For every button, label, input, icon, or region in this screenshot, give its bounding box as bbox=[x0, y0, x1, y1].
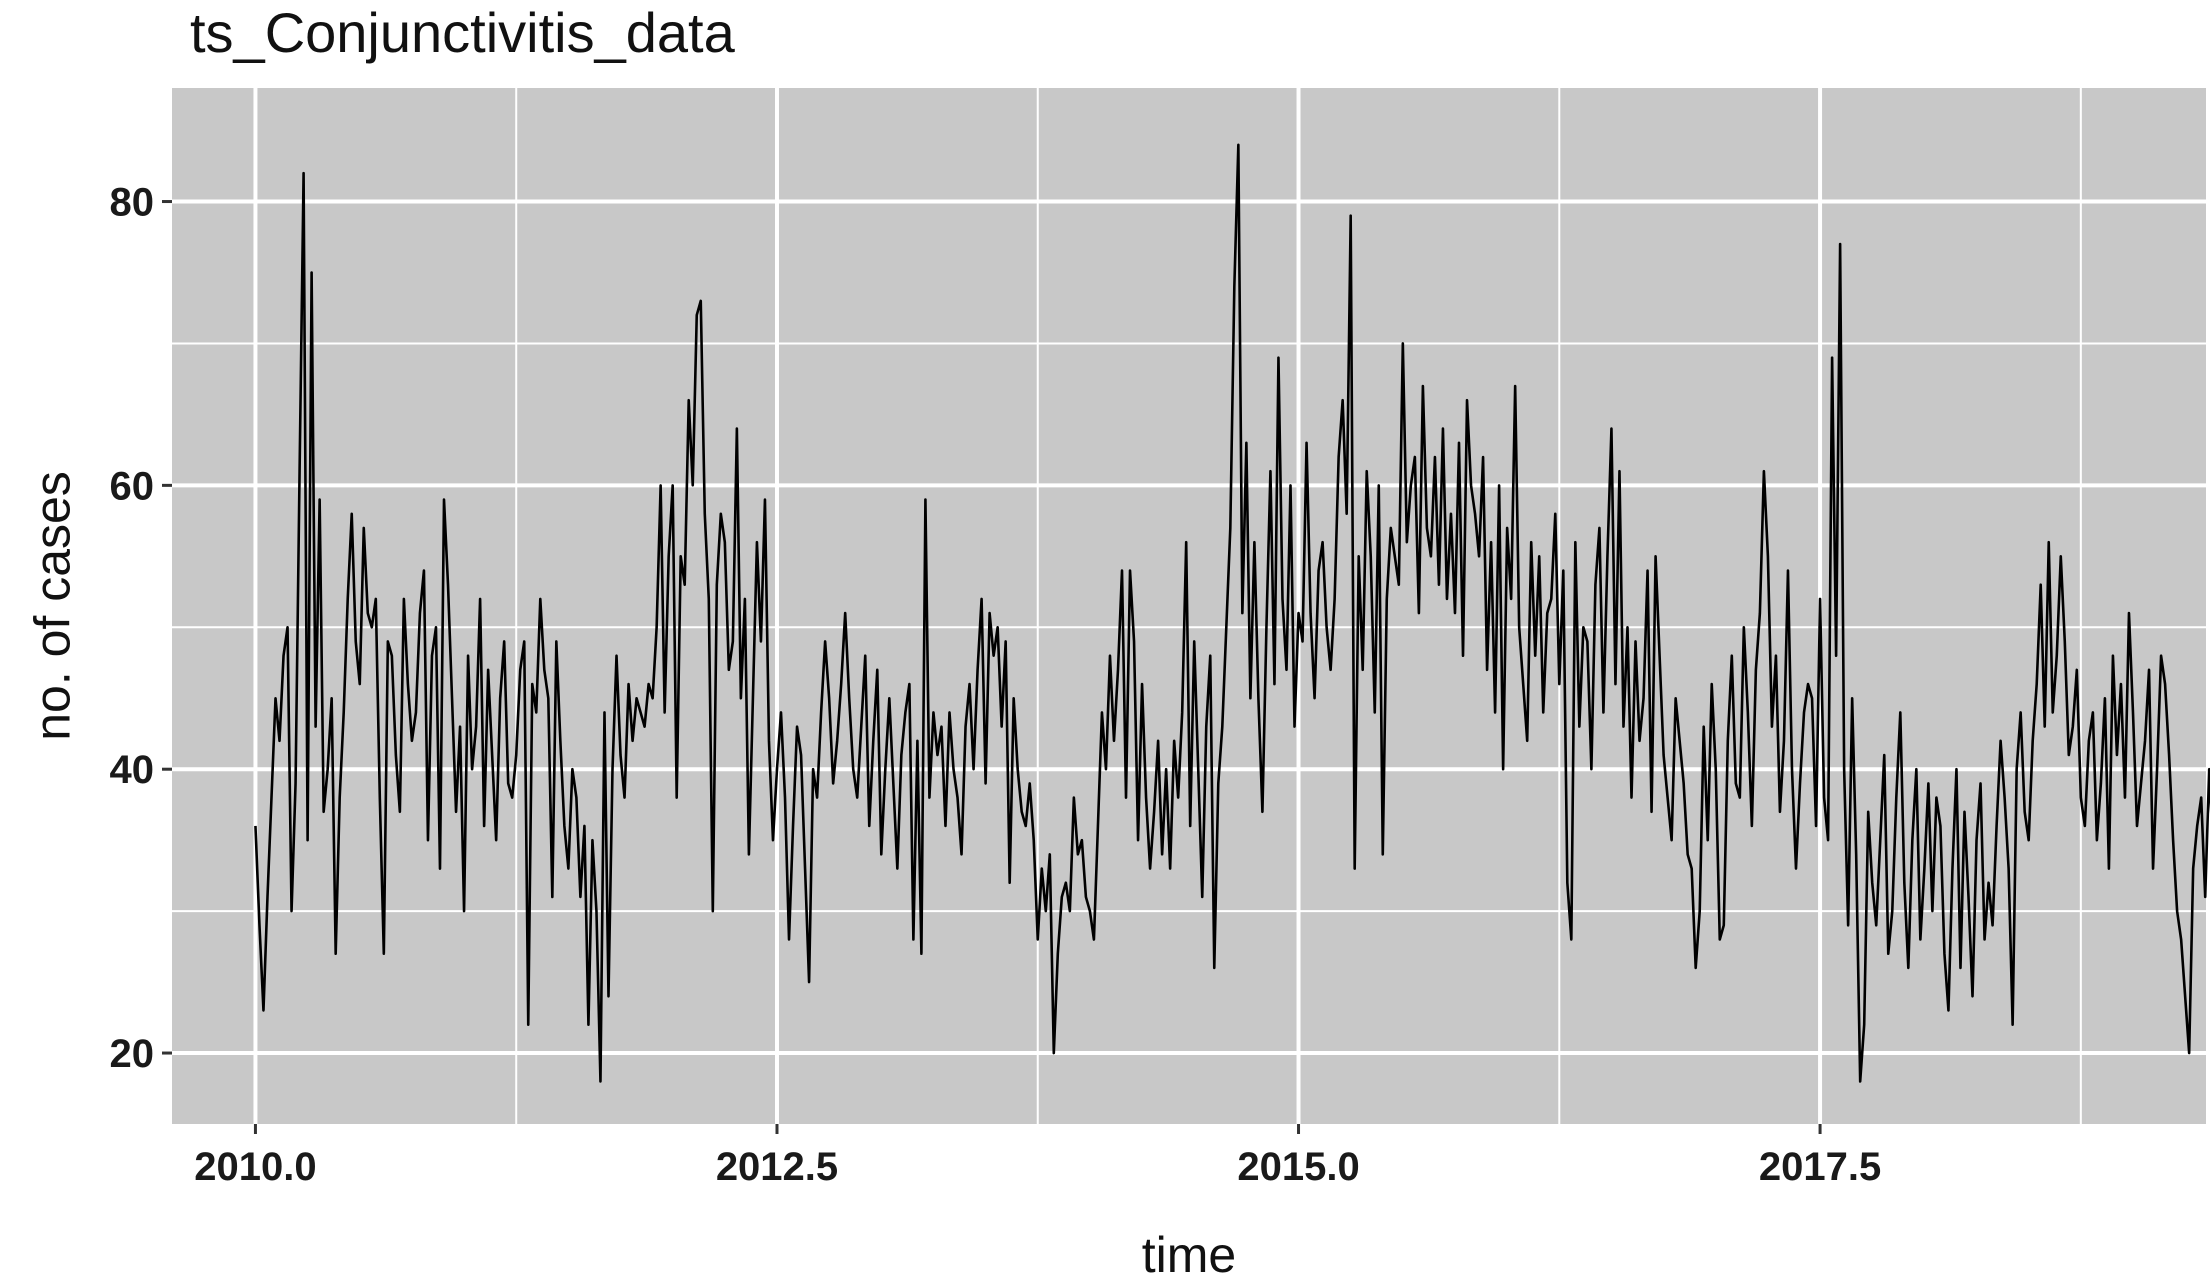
minor-gridlines bbox=[172, 88, 2206, 1124]
y-axis-title: no. of cases bbox=[25, 471, 81, 741]
x-tick-label: 2015.0 bbox=[1237, 1145, 1359, 1189]
axis-ticks bbox=[162, 200, 1822, 1134]
x-tick-label: 2010.0 bbox=[194, 1145, 316, 1189]
y-tick-label: 80 bbox=[110, 181, 155, 225]
y-tick-label: 60 bbox=[110, 464, 155, 508]
x-tick-label: 2012.5 bbox=[716, 1145, 838, 1189]
x-tick-label: 2017.5 bbox=[1759, 1145, 1881, 1189]
chart-title: ts_Conjunctivitis_data bbox=[190, 1, 735, 64]
x-tick-labels: 2010.0 2012.5 2015.0 2017.5 bbox=[194, 1145, 1881, 1189]
y-tick-labels: 20 40 60 80 bbox=[110, 181, 155, 1077]
series-line bbox=[254, 143, 2210, 1083]
x-axis-title: time bbox=[1142, 1227, 1236, 1283]
plot-panel bbox=[172, 88, 2206, 1124]
y-tick-label: 40 bbox=[110, 748, 155, 792]
y-tick-label: 20 bbox=[110, 1032, 155, 1076]
